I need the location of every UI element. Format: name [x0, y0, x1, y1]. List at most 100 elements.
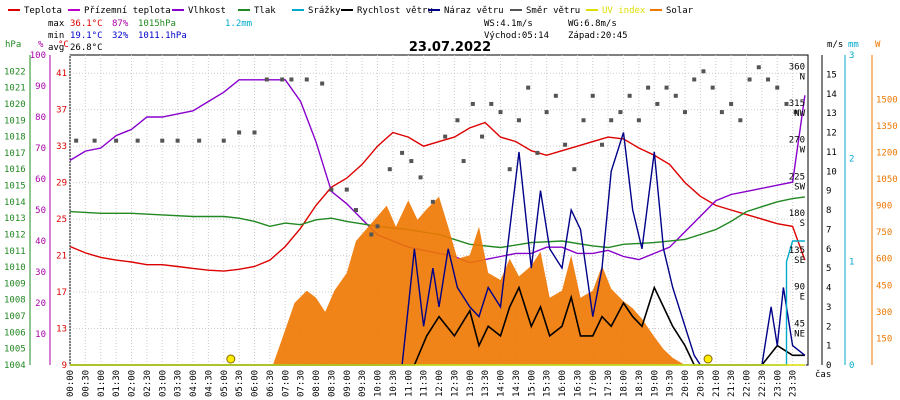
legend-label-smer: Směr větru — [526, 6, 580, 16]
wind-direction-point — [590, 93, 595, 98]
mm-tick-label: 1 — [849, 258, 854, 268]
x-tick-label: 00:30 — [81, 370, 91, 397]
axes-layer: 1004100510061007100810091010101110121013… — [4, 51, 898, 397]
ms-tick-label: 13 — [826, 109, 837, 119]
x-tick-label: 23:00 — [773, 370, 783, 397]
wind-direction-point — [489, 101, 494, 106]
wind-direction-point — [526, 85, 531, 90]
wind-direction-point — [544, 110, 549, 115]
x-tick-label: 00:00 — [66, 370, 76, 397]
ms-tick-label: 4 — [826, 284, 831, 294]
wind-direction-point — [353, 208, 358, 212]
wind-direction-point — [581, 118, 586, 123]
legend-label-teplota: Teplota — [24, 6, 62, 16]
wind-direction-point — [470, 101, 475, 106]
direction-tick-value: 315 — [789, 99, 805, 109]
hpa-tick-label: 1022 — [4, 67, 26, 77]
x-tick-label: 04:00 — [189, 370, 199, 397]
x-tick-label: 09:00 — [343, 370, 353, 397]
legend-label-srazky: Srážky — [308, 6, 341, 16]
axis-unit-headers: hPa % °C m/s mm W — [5, 40, 881, 50]
stats-block: max 36.1°C 87% 1015hPa 1.2mm min 19.1°C … — [48, 19, 628, 53]
stats-max-temp: 36.1°C — [70, 19, 103, 29]
legend-label-vlhkost: Vlhkost — [188, 6, 226, 16]
wind-direction-point — [793, 110, 798, 115]
w-unit: W — [875, 40, 881, 50]
x-tick-label: 12:30 — [450, 370, 460, 397]
celsius-tick-label: 17 — [56, 288, 67, 298]
direction-tick-value: 225 — [789, 172, 805, 182]
stats-avg-temp: 26.8°C — [70, 43, 103, 53]
stats-max-press: 1015hPa — [138, 19, 176, 29]
hpa-unit: hPa — [5, 40, 21, 50]
wind-direction-point — [719, 110, 724, 115]
hpa-tick-label: 1009 — [4, 279, 26, 289]
wind-direction-point — [237, 130, 242, 135]
wind-direction-point — [683, 110, 687, 115]
stats-min-label: min — [48, 31, 64, 41]
hpa-tick-label: 1021 — [4, 84, 26, 94]
hpa-tick-label: 1008 — [4, 296, 26, 306]
legend: Teplota Přízemní teplota Vlhkost Tlak Srážky… — [8, 6, 694, 16]
legend-label-uv: UV index — [602, 6, 646, 16]
x-tick-label: 06:30 — [266, 370, 276, 397]
x-tick-label: 07:30 — [297, 370, 307, 397]
wind-direction-point — [114, 138, 119, 143]
sunset-marker — [703, 354, 713, 364]
w-tick-label: 1050 — [876, 175, 898, 185]
x-axis-label: čas — [815, 369, 831, 380]
stats-sunrise: Východ:05:14 — [484, 31, 549, 41]
stats-avg-label: avg — [48, 43, 64, 53]
direction-tick-value: 360 — [789, 62, 805, 72]
direction-tick-label: E — [800, 293, 805, 303]
series-line-tlak — [69, 196, 805, 249]
hpa-tick-label: 1010 — [4, 263, 26, 273]
stats-max-hum: 87% — [112, 19, 129, 29]
wind-direction-point — [618, 110, 623, 115]
sunrise-marker — [226, 354, 236, 364]
percent-tick-label: 20 — [35, 299, 46, 309]
ms-tick-label: 14 — [826, 90, 837, 100]
wind-direction-point — [664, 85, 669, 90]
direction-tick-label: S — [800, 219, 805, 229]
wind-direction-point — [480, 134, 485, 139]
celsius-tick-label: 29 — [56, 179, 67, 189]
legend-label-naraz: Náraz větru — [444, 6, 504, 16]
x-tick-label: 11:00 — [404, 370, 414, 397]
percent-tick-label: 90 — [35, 82, 46, 92]
wind-direction-point — [320, 81, 325, 86]
x-tick-label: 20:00 — [681, 370, 691, 397]
series-layer — [69, 65, 806, 366]
percent-unit: % — [38, 40, 44, 50]
x-tick-label: 12:00 — [435, 370, 445, 397]
x-tick-label: 06:00 — [251, 370, 261, 397]
wind-direction-point — [74, 138, 79, 143]
wind-direction-point — [197, 138, 202, 143]
series-area-solar — [272, 196, 685, 365]
x-tick-label: 22:30 — [758, 370, 768, 397]
wind-direction-point — [784, 101, 789, 106]
x-tick-label: 03:30 — [174, 370, 184, 397]
direction-tick-value: 180 — [789, 209, 805, 219]
hpa-tick-label: 1014 — [4, 198, 26, 208]
x-tick-label: 08:30 — [327, 370, 337, 397]
direction-tick-label: N — [800, 72, 805, 82]
x-tick-label: 08:00 — [312, 370, 322, 397]
wind-direction-point — [775, 85, 780, 90]
wind-direction-point — [646, 85, 651, 90]
ms-tick-label: 6 — [826, 245, 831, 255]
stats-max-label: max — [48, 19, 65, 29]
ms-tick-label: 11 — [826, 148, 837, 158]
ms-tick-label: 8 — [826, 206, 831, 216]
wind-direction-point — [535, 150, 540, 155]
ms-tick-label: 9 — [826, 187, 831, 197]
ms-tick-label: 7 — [826, 225, 831, 235]
ms-tick-label: 2 — [826, 322, 831, 332]
wind-direction-point — [572, 167, 577, 172]
x-tick-label: 15:30 — [543, 370, 553, 397]
celsius-tick-label: 9 — [62, 361, 67, 371]
series-line-rychlost — [70, 285, 805, 366]
mm-tick-label: 3 — [849, 51, 854, 61]
percent-tick-label: 60 — [35, 175, 46, 185]
x-tick-label: 02:00 — [128, 370, 138, 397]
